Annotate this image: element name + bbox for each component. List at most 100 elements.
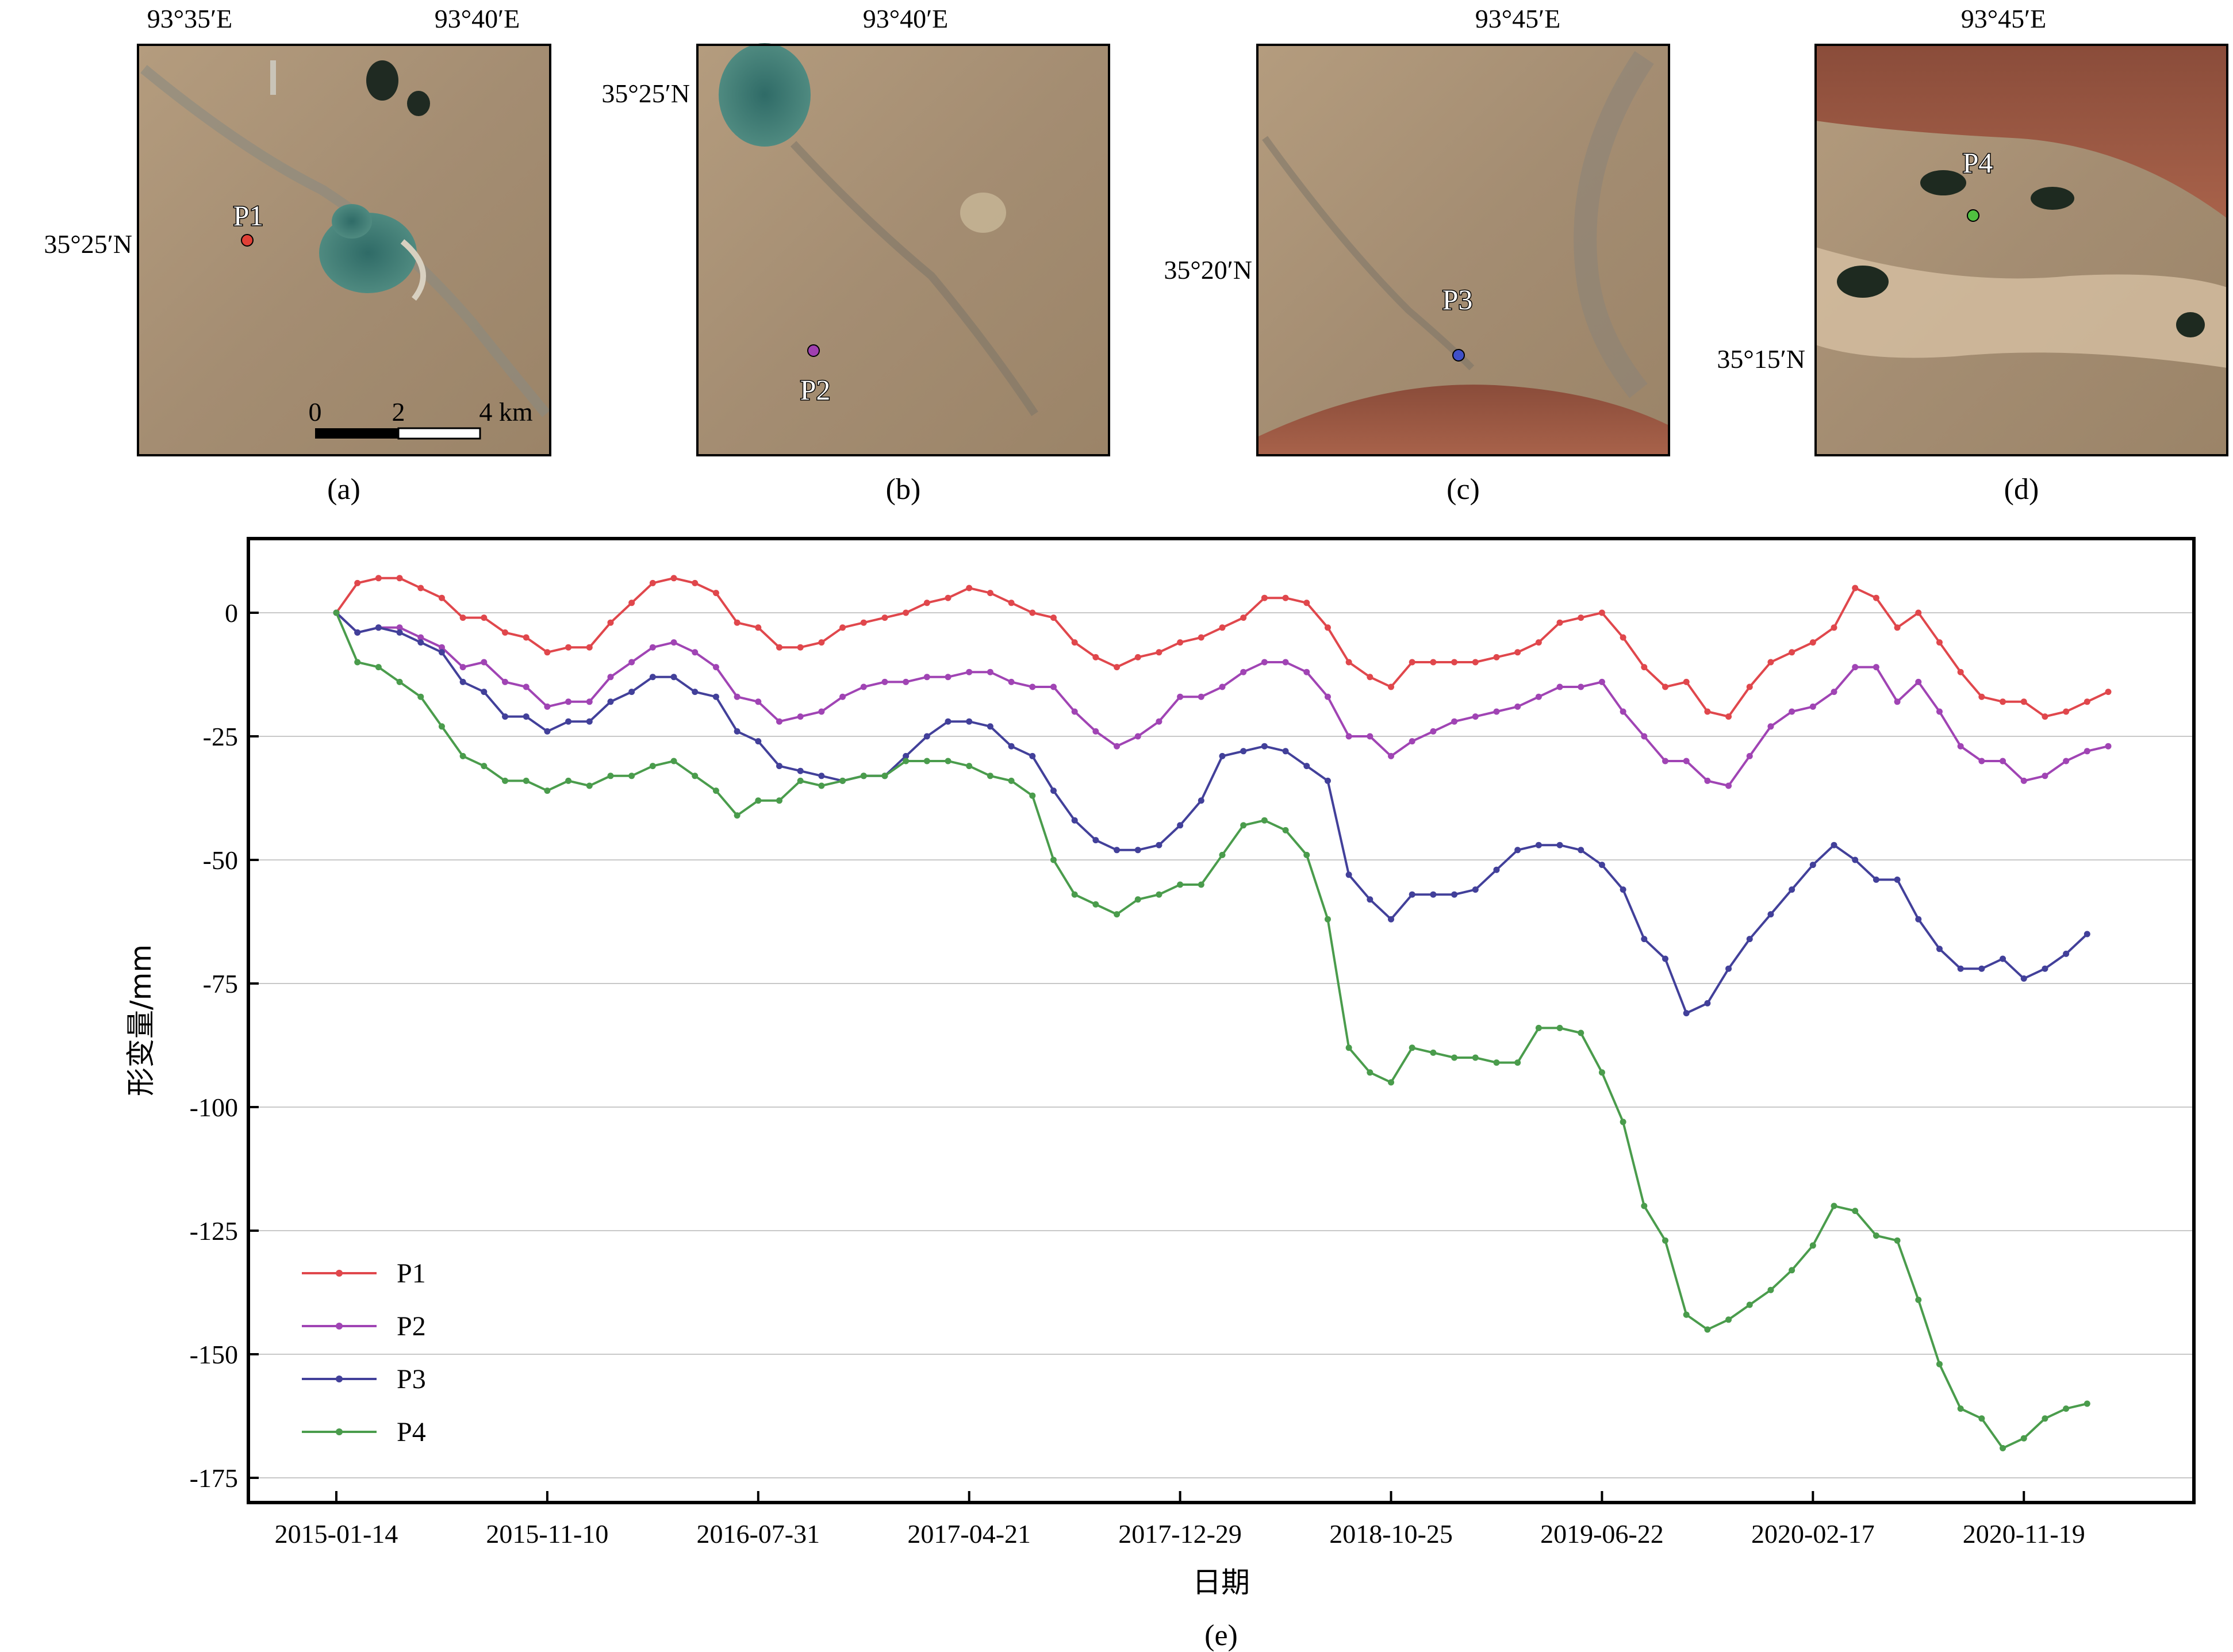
- data-point: [586, 698, 593, 705]
- panel-c-left-label: 35°20′N: [1164, 255, 1252, 285]
- data-point: [1409, 1044, 1415, 1051]
- data-point: [776, 644, 782, 651]
- data-point: [1219, 752, 1226, 759]
- data-point: [1240, 822, 1247, 829]
- data-point: [1873, 594, 1879, 601]
- data-point: [1789, 886, 1795, 893]
- data-point: [417, 693, 424, 700]
- data-point: [776, 797, 782, 804]
- data-point: [1029, 683, 1036, 690]
- data-point: [1493, 708, 1500, 715]
- data-point: [375, 664, 382, 671]
- data-point: [1852, 1208, 1859, 1215]
- data-point: [1894, 876, 1901, 883]
- data-point: [1683, 758, 1690, 764]
- data-point: [628, 773, 635, 779]
- data-point: [1282, 594, 1289, 601]
- data-point: [1008, 777, 1015, 784]
- data-point: [2105, 689, 2112, 696]
- data-point: [776, 763, 782, 770]
- satellite-image-a: [138, 45, 550, 455]
- data-point: [1978, 965, 1985, 972]
- data-point: [1620, 634, 1626, 641]
- scale-label-4km: 4 km: [479, 397, 533, 427]
- data-point: [1240, 748, 1247, 755]
- data-point: [1367, 896, 1373, 903]
- data-point: [1725, 1316, 1732, 1323]
- panel-b-left-label: 35°25′N: [601, 79, 690, 108]
- panel-a-left-label: 35°25′N: [44, 229, 132, 259]
- data-point: [923, 733, 930, 740]
- data-point: [523, 634, 530, 641]
- data-point: [2084, 931, 2090, 938]
- data-point: [1156, 842, 1162, 848]
- data-point: [1514, 703, 1521, 710]
- data-point: [396, 624, 403, 631]
- data-point: [1704, 777, 1711, 784]
- data-point: [1789, 708, 1795, 715]
- data-point: [354, 579, 361, 586]
- point-label-b: P2: [800, 374, 831, 406]
- data-point: [755, 738, 762, 745]
- data-point: [607, 674, 614, 681]
- panel-a: 93°35′E 93°40′E 35°25′N P1 0 2 4 km (a): [44, 4, 551, 506]
- data-point: [1430, 1049, 1437, 1056]
- legend-marker: [336, 1428, 343, 1435]
- data-point: [565, 777, 572, 784]
- data-point: [1556, 619, 1563, 626]
- data-point: [797, 713, 804, 720]
- chart-caption: (e): [1204, 1619, 1238, 1652]
- data-point: [839, 693, 846, 700]
- data-point: [417, 585, 424, 591]
- data-point: [1809, 703, 1816, 710]
- data-point: [1704, 1000, 1711, 1006]
- x-tick-label: 2020-11-19: [1963, 1519, 2085, 1549]
- data-point: [502, 629, 509, 636]
- data-point: [565, 644, 572, 651]
- series-P2: [333, 609, 2112, 789]
- data-point: [2020, 698, 2027, 705]
- data-point: [1831, 1202, 1837, 1209]
- data-point: [1852, 664, 1859, 671]
- x-axis-label: 日期: [1192, 1566, 1250, 1599]
- data-point: [459, 614, 466, 621]
- data-point: [354, 659, 361, 666]
- data-point: [417, 634, 424, 641]
- data-point: [1746, 1301, 1753, 1308]
- y-axis-label: 形变量/mm: [124, 944, 158, 1096]
- legend-marker: [336, 1376, 343, 1382]
- data-point: [1831, 842, 1837, 848]
- data-point: [1092, 654, 1099, 660]
- data-point: [1978, 693, 1985, 700]
- data-point: [1767, 723, 1774, 730]
- data-point: [1556, 842, 1563, 848]
- data-point: [1894, 624, 1901, 631]
- data-point: [923, 600, 930, 606]
- scale-bar: 0 2 4 km: [309, 397, 533, 440]
- panel-b-caption: (b): [886, 473, 921, 506]
- data-point: [797, 767, 804, 774]
- data-point: [1430, 659, 1437, 666]
- data-point: [607, 698, 614, 705]
- data-point: [1388, 1079, 1395, 1086]
- data-point: [670, 674, 677, 681]
- data-point: [1936, 708, 1943, 715]
- data-point: [1894, 698, 1901, 705]
- data-point: [1303, 600, 1310, 606]
- data-point: [649, 644, 656, 651]
- data-point: [966, 718, 973, 725]
- data-point: [1303, 669, 1310, 675]
- panel-c-top-label: 93°45′E: [1475, 4, 1561, 33]
- data-point: [1831, 624, 1837, 631]
- data-point: [755, 797, 762, 804]
- data-point: [903, 678, 910, 685]
- data-point: [396, 629, 403, 636]
- data-point: [839, 624, 846, 631]
- data-point: [1409, 659, 1415, 666]
- data-point: [502, 678, 509, 685]
- panel-a-top-label-1: 93°35′E: [147, 4, 233, 33]
- data-point: [1915, 609, 1922, 616]
- data-point: [966, 669, 973, 675]
- data-point: [1008, 678, 1015, 685]
